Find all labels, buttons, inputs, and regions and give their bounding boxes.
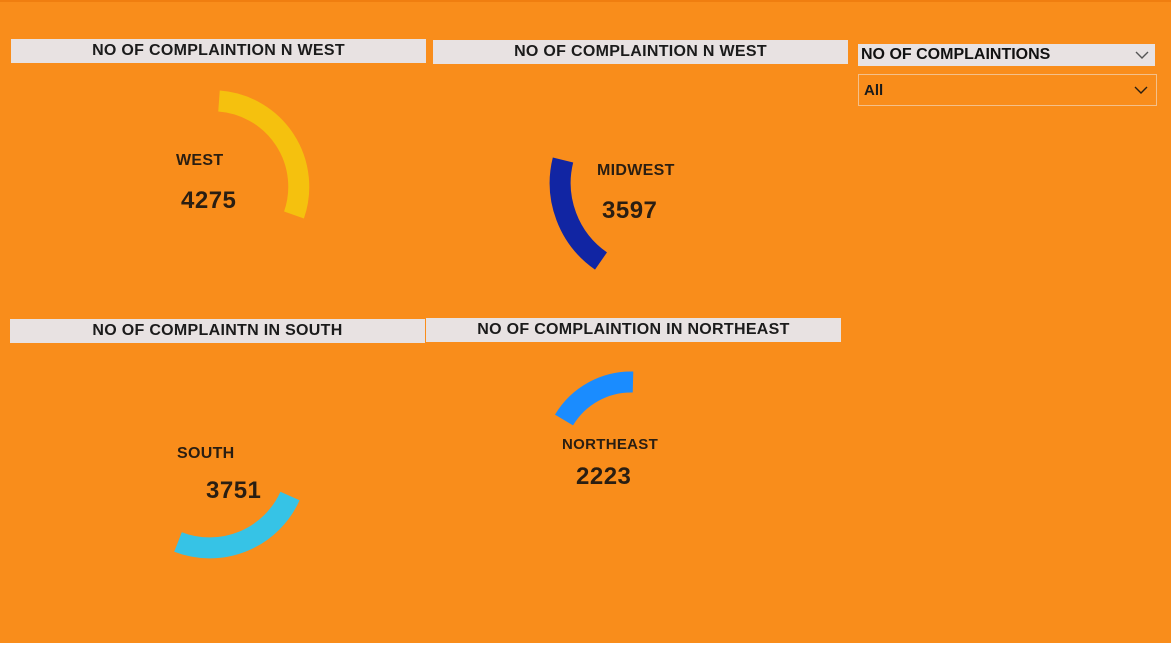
- slicer-selected-value: All: [864, 81, 884, 99]
- west-value: 4275: [181, 187, 237, 214]
- south-card-title: NO OF COMPLAINTN IN SOUTH: [10, 319, 425, 343]
- northeast-label: NORTHEAST: [562, 436, 659, 453]
- northeast-card-title: NO OF COMPLAINTION IN NORTHEAST: [426, 318, 841, 342]
- midwest-value: 3597: [602, 197, 658, 224]
- south-value: 3751: [206, 477, 262, 504]
- chevron-down-icon[interactable]: [1134, 85, 1148, 95]
- slicer-header-label: NO OF COMPLAINTIONS: [861, 46, 1051, 63]
- west-card-title: NO OF COMPLAINTION N WEST: [11, 39, 426, 63]
- northeast-value: 2223: [576, 463, 632, 490]
- west-arc: [217, 90, 310, 219]
- northeast-arc: [554, 371, 634, 426]
- south-arc: [174, 491, 300, 559]
- slicer-dropdown[interactable]: All: [858, 74, 1157, 106]
- south-label: SOUTH: [177, 445, 235, 462]
- slicer-header[interactable]: NO OF COMPLAINTIONS: [858, 44, 1155, 66]
- midwest-card-title: NO OF COMPLAINTION N WEST: [433, 40, 848, 64]
- midwest-label: MIDWEST: [597, 162, 675, 179]
- midwest-arc: [549, 157, 608, 270]
- west-label: WEST: [176, 152, 224, 169]
- chevron-down-icon[interactable]: [1135, 50, 1149, 60]
